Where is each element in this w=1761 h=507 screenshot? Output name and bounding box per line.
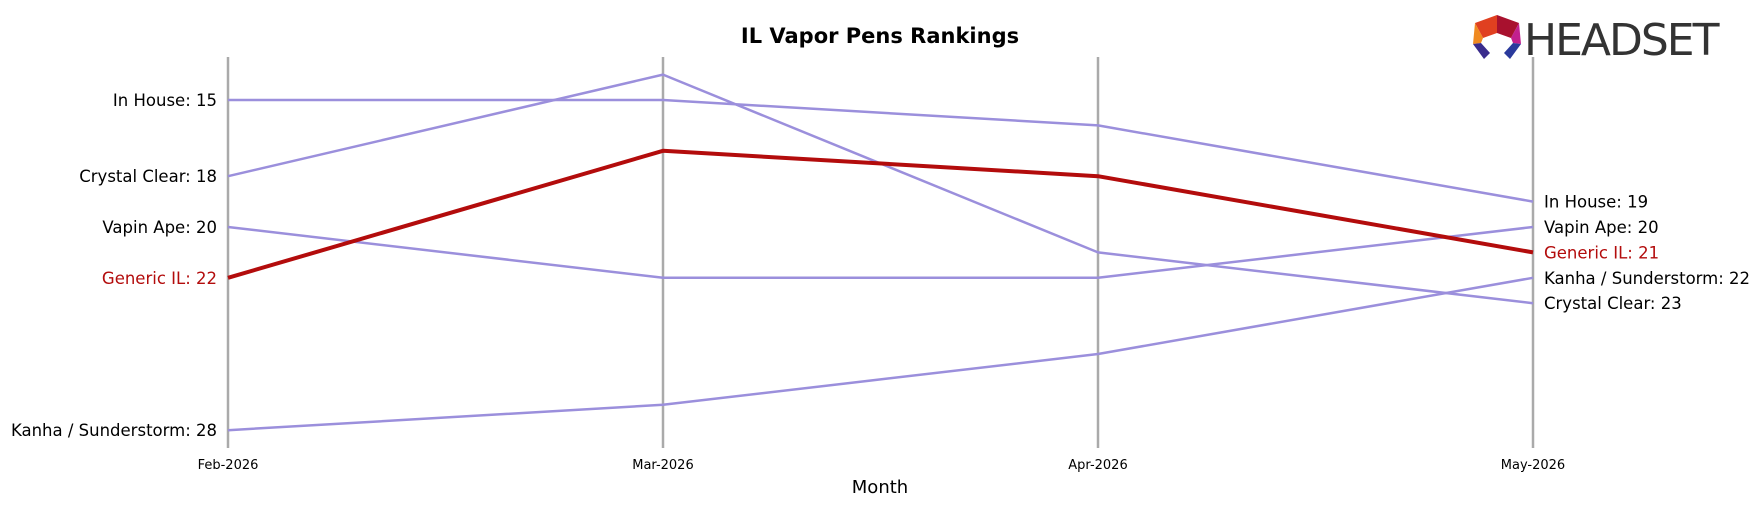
- start-label: In House: 15: [113, 91, 217, 110]
- start-label: Generic IL: 22: [102, 269, 217, 288]
- series-line-kanha-sunderstorm: [227, 276, 1534, 432]
- end-label: In House: 19: [1544, 193, 1648, 212]
- end-label: Generic IL: 21: [1544, 243, 1659, 262]
- series-lines: [227, 73, 1534, 432]
- x-tick-label: Feb-2026: [198, 458, 259, 473]
- headset-logo: HEADSET: [1473, 15, 1722, 66]
- series-line-crystal-clear: [227, 73, 1534, 305]
- end-label: Vapin Ape: 20: [1544, 218, 1659, 237]
- series-line-vapin-ape: [227, 225, 1534, 280]
- x-tick-label: Apr-2026: [1068, 458, 1127, 473]
- start-label: Vapin Ape: 20: [102, 218, 217, 237]
- x-tick-labels: Feb-2026 Mar-2026 Apr-2026 May-2026: [198, 458, 1566, 473]
- start-label: Kanha / Sunderstorm: 28: [11, 421, 217, 440]
- series-line-generic-il: [227, 148, 1534, 280]
- month-gridlines: [226, 57, 1535, 448]
- x-tick-label: Mar-2026: [632, 458, 693, 473]
- headset-logo-text: HEADSET: [1524, 15, 1720, 66]
- series-line-in-house: [228, 98, 1534, 203]
- start-label: Crystal Clear: 18: [79, 167, 217, 186]
- start-labels: In House: 15 Crystal Clear: 18 Vapin Ape: …: [11, 91, 217, 440]
- end-label: Kanha / Sunderstorm: 22: [1544, 269, 1750, 288]
- headset-logo-mark: [1473, 15, 1521, 59]
- end-labels: In House: 19 Vapin Ape: 20 Generic IL: 21 K…: [1544, 193, 1750, 314]
- x-tick-label: May-2026: [1501, 458, 1565, 473]
- x-axis-label: Month: [852, 477, 908, 498]
- end-label: Crystal Clear: 23: [1544, 294, 1682, 313]
- chart-title: IL Vapor Pens Rankings: [741, 24, 1019, 48]
